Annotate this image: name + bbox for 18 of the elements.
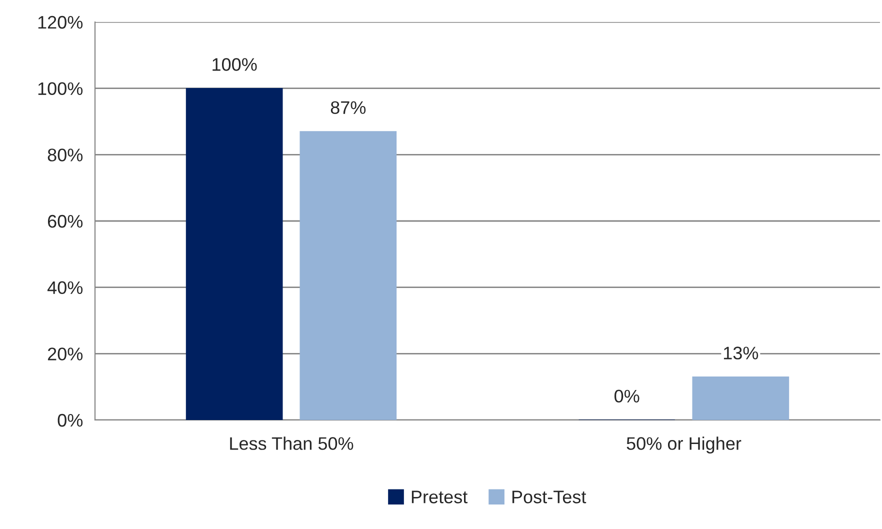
x-tick-label: Less Than 50% — [230, 436, 354, 450]
y-tick-label: 120% — [38, 16, 83, 29]
data-label: 0% — [614, 390, 640, 403]
y-tick-label: 80% — [48, 148, 83, 162]
bar — [186, 88, 283, 420]
y-tick-label: 20% — [48, 348, 83, 360]
bar — [692, 376, 790, 420]
y-tick-label: 0% — [58, 414, 83, 427]
data-label: 13% — [724, 346, 758, 360]
y-tick-label: 100% — [38, 82, 83, 96]
data-label: 87% — [330, 101, 366, 114]
bar — [300, 131, 397, 420]
legend-label: Pretest — [412, 490, 468, 504]
y-tick-label: 40% — [47, 281, 83, 294]
legend-label: Post-Test — [512, 490, 586, 504]
data-label: 100% — [212, 58, 257, 71]
y-tick-label: 60% — [48, 214, 83, 228]
x-tick-label: 50% or Higher — [626, 436, 742, 454]
